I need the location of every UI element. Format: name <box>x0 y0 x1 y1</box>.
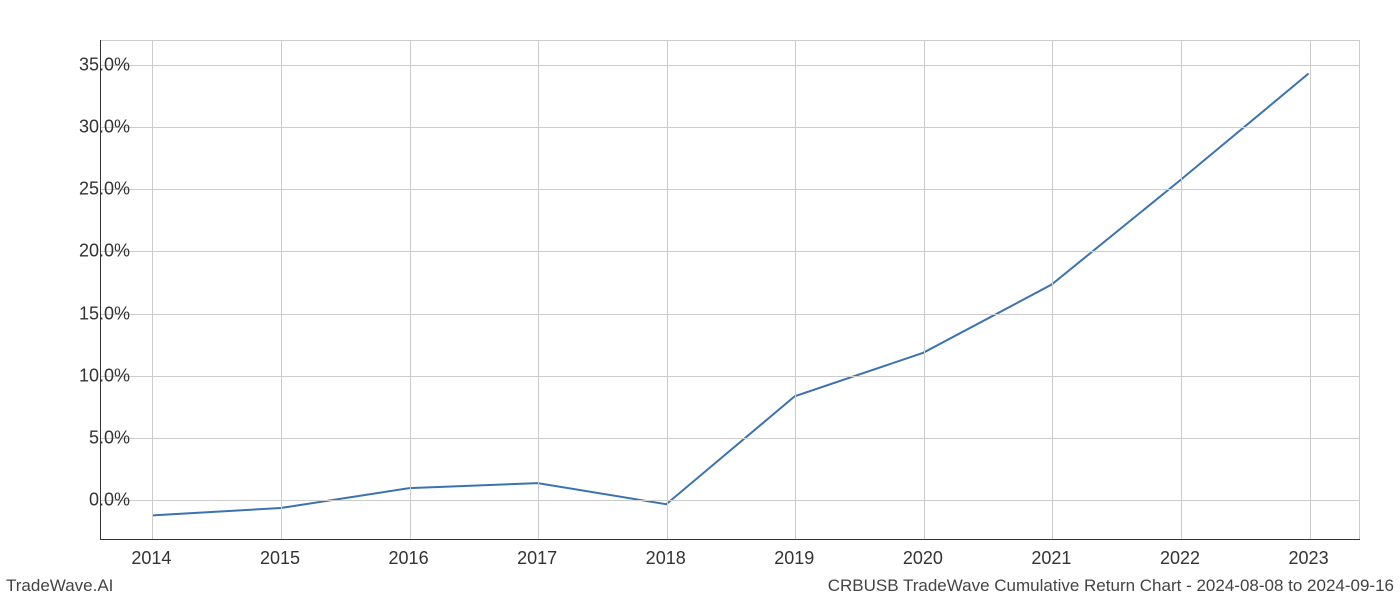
x-axis-tick-label: 2014 <box>131 548 171 569</box>
plot-outer <box>100 40 1360 540</box>
x-axis-tick-label: 2021 <box>1031 548 1071 569</box>
y-axis-tick-label: 0.0% <box>89 490 130 511</box>
gridline-vertical <box>410 40 411 539</box>
footer-left-brand: TradeWave.AI <box>6 576 113 596</box>
y-axis-tick-label: 30.0% <box>79 117 130 138</box>
x-axis-tick-label: 2023 <box>1289 548 1329 569</box>
gridline-horizontal <box>101 251 1360 252</box>
footer-right-caption: CRBUSB TradeWave Cumulative Return Chart… <box>828 576 1394 596</box>
x-axis-tick-label: 2017 <box>517 548 557 569</box>
gridline-horizontal <box>101 314 1360 315</box>
chart-container: TradeWave.AI CRBUSB TradeWave Cumulative… <box>0 0 1400 600</box>
gridline-horizontal <box>101 65 1360 66</box>
gridline-horizontal <box>101 500 1360 501</box>
y-axis-tick-label: 15.0% <box>79 303 130 324</box>
y-axis-tick-label: 25.0% <box>79 179 130 200</box>
y-axis-tick-label: 20.0% <box>79 241 130 262</box>
gridline-horizontal <box>101 127 1360 128</box>
gridline-vertical <box>538 40 539 539</box>
y-axis-tick-label: 10.0% <box>79 365 130 386</box>
gridline-vertical <box>1052 40 1053 539</box>
x-axis-tick-label: 2016 <box>389 548 429 569</box>
gridline-horizontal <box>101 189 1360 190</box>
x-axis-tick-label: 2018 <box>646 548 686 569</box>
return-line <box>152 74 1308 516</box>
gridline-horizontal <box>101 438 1360 439</box>
x-axis-tick-label: 2022 <box>1160 548 1200 569</box>
gridline-vertical <box>1310 40 1311 539</box>
gridline-vertical <box>924 40 925 539</box>
gridline-vertical <box>1181 40 1182 539</box>
gridline-vertical <box>152 40 153 539</box>
plot-area <box>100 40 1360 540</box>
gridline-vertical <box>795 40 796 539</box>
x-axis-tick-label: 2015 <box>260 548 300 569</box>
x-axis-tick-label: 2019 <box>774 548 814 569</box>
gridline-vertical <box>667 40 668 539</box>
x-axis-tick-label: 2020 <box>903 548 943 569</box>
y-axis-tick-label: 35.0% <box>79 54 130 75</box>
gridline-horizontal <box>101 376 1360 377</box>
line-chart-svg <box>101 40 1360 539</box>
gridline-vertical <box>281 40 282 539</box>
y-axis-tick-label: 5.0% <box>89 428 130 449</box>
